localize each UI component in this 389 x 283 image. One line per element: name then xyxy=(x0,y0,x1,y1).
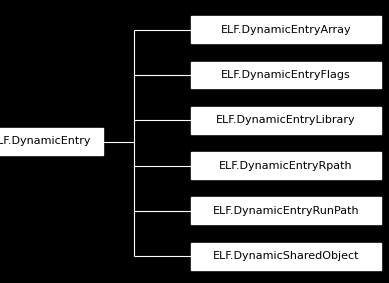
Text: ELF.DynamicEntryArray: ELF.DynamicEntryArray xyxy=(221,25,351,35)
FancyBboxPatch shape xyxy=(191,62,381,88)
Text: ELF.DynamicEntryLibrary: ELF.DynamicEntryLibrary xyxy=(216,115,356,125)
FancyBboxPatch shape xyxy=(191,16,381,43)
FancyBboxPatch shape xyxy=(0,128,103,155)
FancyBboxPatch shape xyxy=(191,243,381,269)
Text: ELF.DynamicSharedObject: ELF.DynamicSharedObject xyxy=(213,251,359,261)
Text: ELF.DynamicEntryFlags: ELF.DynamicEntryFlags xyxy=(221,70,351,80)
FancyBboxPatch shape xyxy=(191,198,381,224)
FancyBboxPatch shape xyxy=(191,152,381,179)
Text: ELF.DynamicEntry: ELF.DynamicEntry xyxy=(0,136,91,147)
FancyBboxPatch shape xyxy=(191,107,381,134)
Text: ELF.DynamicEntryRunPath: ELF.DynamicEntryRunPath xyxy=(213,206,359,216)
Text: ELF.DynamicEntryRpath: ELF.DynamicEntryRpath xyxy=(219,160,353,171)
